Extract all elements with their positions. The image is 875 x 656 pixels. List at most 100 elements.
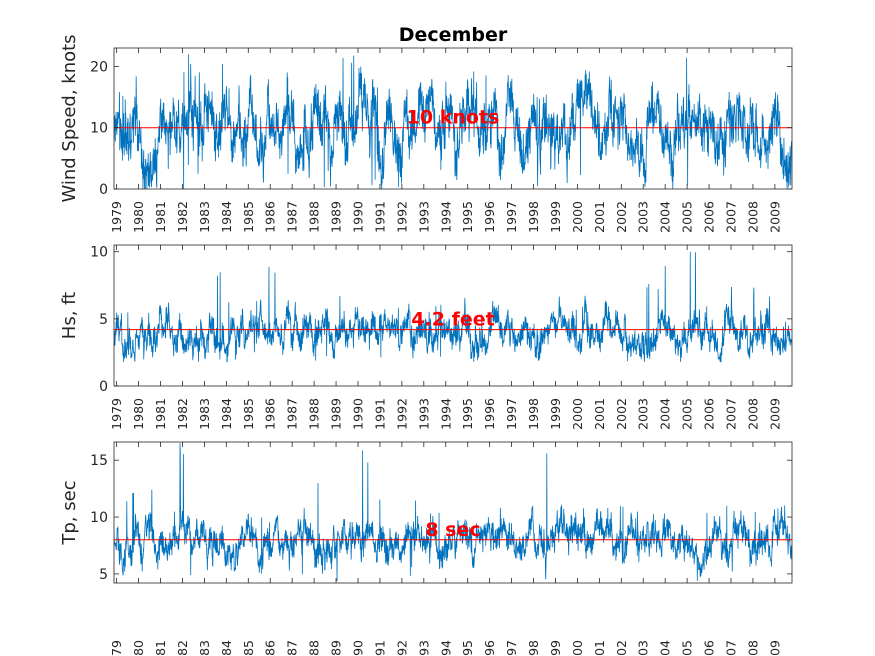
xtick-label: 1998 [526, 398, 541, 430]
xtick-label: 1996 [482, 398, 497, 430]
xtick-label: 1986 [263, 398, 278, 430]
xtick-label: 1989 [329, 640, 344, 656]
xtick-label: 1986 [263, 640, 278, 656]
xtick-label: 2005 [680, 398, 695, 430]
xtick-label: 2008 [745, 640, 760, 656]
xtick-label: 2000 [570, 640, 585, 656]
xtick-label: 1987 [285, 398, 300, 430]
xtick-label: 1994 [438, 398, 453, 430]
ytick-label: 0 [99, 182, 108, 198]
xtick-label: 1989 [329, 201, 344, 233]
xtick-label: 1998 [526, 640, 541, 656]
xtick-label: 2005 [680, 640, 695, 656]
xtick-label: 2009 [767, 398, 782, 430]
xtick-label: 2006 [702, 201, 717, 233]
reference-annotation: 10 knots [407, 107, 500, 129]
xtick-label: 1996 [482, 640, 497, 656]
xtick-label: 1994 [438, 640, 453, 656]
xtick-label: 1993 [416, 640, 431, 656]
xtick-label: 2007 [724, 398, 739, 430]
xtick-label: 1997 [504, 201, 519, 233]
axes-frame [113, 244, 793, 387]
xtick-label: 1986 [263, 201, 278, 233]
xtick-label: 2003 [636, 201, 651, 233]
xtick-label: 1988 [307, 398, 322, 430]
xtick-label: 2002 [614, 201, 629, 233]
y-axis-label: Tp, sec [59, 480, 80, 545]
xtick-label: 1979 [109, 640, 124, 656]
series-line-wind-speed [114, 54, 792, 189]
xtick-label: 1991 [372, 398, 387, 430]
xtick-label: 1979 [109, 201, 124, 233]
xtick-label: 1994 [438, 201, 453, 233]
axes-frame [113, 441, 793, 584]
xtick-label: 2008 [745, 201, 760, 233]
panel-1: 10 knots 0 10 20 1979 1980 1981 1982 1983 1984 198… [59, 24, 793, 233]
xtick-label: 2009 [767, 640, 782, 656]
xtick-label: 1979 [109, 398, 124, 430]
xtick-label: 1995 [460, 398, 475, 430]
xtick-label: 2000 [570, 398, 585, 430]
xtick-label: 2004 [658, 201, 673, 233]
xtick-label: 1992 [394, 398, 409, 430]
series-line-hs [114, 251, 792, 363]
panel-2: 4.2 feet 0 5 10 1979 1980 1981 1982 1983 1984 1985… [59, 244, 793, 430]
ytick-label: 10 [90, 510, 108, 526]
xtick-label: 1983 [197, 640, 212, 656]
xtick-label: 1999 [548, 398, 563, 430]
xtick-label: 1984 [219, 201, 234, 233]
xtick-label: 1984 [219, 398, 234, 430]
y-axis-label: Hs, ft [59, 292, 80, 339]
xtick-label: 2007 [724, 201, 739, 233]
chart-title: December [399, 24, 508, 46]
xtick-label: 1991 [372, 640, 387, 656]
xtick-label: 1988 [307, 640, 322, 656]
ytick-label: 10 [90, 245, 108, 261]
ytick-label: 20 [90, 59, 108, 75]
xtick-label: 1982 [175, 398, 190, 430]
xtick-label: 1980 [131, 201, 146, 233]
axes-frame [113, 47, 793, 190]
xtick-label: 2001 [592, 640, 607, 656]
reference-annotation: 4.2 feet [411, 309, 494, 331]
xtick-label: 1995 [460, 640, 475, 656]
xtick-label: 1981 [153, 398, 168, 430]
xtick-label: 2006 [702, 640, 717, 656]
xtick-label: 2004 [658, 640, 673, 656]
plot-area [114, 442, 792, 583]
xtick-label: 1993 [416, 201, 431, 233]
ytick-label: 5 [99, 312, 108, 328]
xtick-label: 2000 [570, 201, 585, 233]
xtick-label: 1997 [504, 398, 519, 430]
xtick-label: 2002 [614, 398, 629, 430]
xtick-label: 1996 [482, 201, 497, 233]
xtick-label: 1983 [197, 398, 212, 430]
xtick-label: 2003 [636, 640, 651, 656]
xtick-label: 2005 [680, 201, 695, 233]
xtick-label: 2007 [724, 640, 739, 656]
xtick-label: 1999 [548, 201, 563, 233]
xtick-label: 2003 [636, 398, 651, 430]
xtick-label: 1988 [307, 201, 322, 233]
xtick-label: 1999 [548, 640, 563, 656]
xtick-label: 1981 [153, 201, 168, 233]
xtick-label: 1991 [372, 201, 387, 233]
xtick-label: 1985 [241, 398, 256, 430]
xtick-label: 1980 [131, 640, 146, 656]
xtick-label: 1987 [285, 640, 300, 656]
xtick-label: 1990 [350, 398, 365, 430]
xtick-label: 1995 [460, 201, 475, 233]
xtick-label: 1990 [350, 640, 365, 656]
xtick-label: 1983 [197, 201, 212, 233]
xtick-label: 2006 [702, 398, 717, 430]
reference-annotation: 8 sec [425, 519, 480, 541]
xtick-label: 1985 [241, 201, 256, 233]
xtick-label: 1992 [394, 201, 409, 233]
plot-area [114, 245, 792, 386]
xtick-label: 2008 [745, 398, 760, 430]
series-line-tp [114, 443, 792, 582]
xtick-label: 1989 [329, 398, 344, 430]
panel-3: 8 sec 5 10 15 1979 1980 1981 1982 1983 1984 1985 19… [59, 441, 793, 656]
xtick-label: 1993 [416, 398, 431, 430]
